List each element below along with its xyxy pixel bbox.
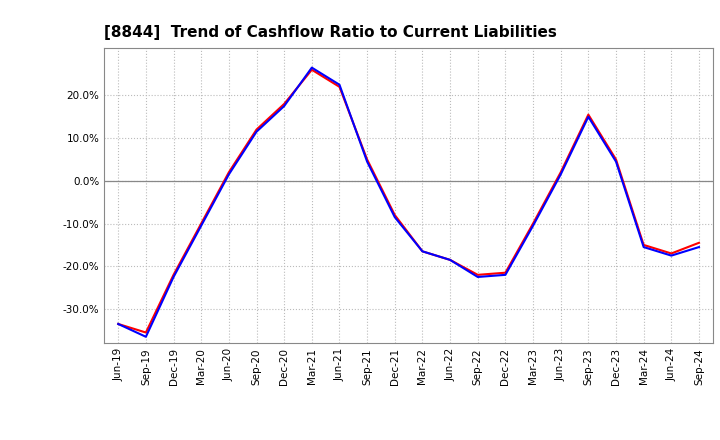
Free CF to Current Liabilities — [557, 172, 565, 177]
Operating CF to Current Liabilities — [695, 240, 703, 246]
Operating CF to Current Liabilities — [363, 157, 372, 162]
Free CF to Current Liabilities — [142, 334, 150, 339]
Operating CF to Current Liabilities — [225, 170, 233, 175]
Operating CF to Current Liabilities — [280, 101, 289, 106]
Free CF to Current Liabilities — [446, 257, 454, 263]
Free CF to Current Liabilities — [280, 103, 289, 109]
Free CF to Current Liabilities — [169, 274, 178, 279]
Free CF to Current Liabilities — [418, 249, 427, 254]
Operating CF to Current Liabilities — [390, 213, 399, 218]
Free CF to Current Liabilities — [612, 159, 621, 164]
Free CF to Current Liabilities — [225, 172, 233, 177]
Operating CF to Current Liabilities — [197, 221, 205, 226]
Free CF to Current Liabilities — [584, 114, 593, 119]
Free CF to Current Liabilities — [114, 321, 122, 326]
Operating CF to Current Liabilities — [557, 170, 565, 175]
Operating CF to Current Liabilities — [418, 249, 427, 254]
Free CF to Current Liabilities — [639, 245, 648, 250]
Free CF to Current Liabilities — [252, 129, 261, 134]
Operating CF to Current Liabilities — [584, 112, 593, 117]
Operating CF to Current Liabilities — [501, 270, 510, 275]
Operating CF to Current Liabilities — [612, 157, 621, 162]
Operating CF to Current Liabilities — [142, 330, 150, 335]
Operating CF to Current Liabilities — [639, 242, 648, 248]
Operating CF to Current Liabilities — [114, 321, 122, 326]
Free CF to Current Liabilities — [390, 215, 399, 220]
Text: [8844]  Trend of Cashflow Ratio to Current Liabilities: [8844] Trend of Cashflow Ratio to Curren… — [104, 25, 557, 40]
Line: Free CF to Current Liabilities: Free CF to Current Liabilities — [118, 68, 699, 337]
Operating CF to Current Liabilities — [667, 251, 675, 256]
Free CF to Current Liabilities — [197, 223, 205, 228]
Free CF to Current Liabilities — [363, 159, 372, 164]
Operating CF to Current Liabilities — [307, 67, 316, 73]
Operating CF to Current Liabilities — [335, 84, 343, 89]
Line: Operating CF to Current Liabilities: Operating CF to Current Liabilities — [118, 70, 699, 333]
Operating CF to Current Liabilities — [252, 127, 261, 132]
Free CF to Current Liabilities — [474, 274, 482, 279]
Free CF to Current Liabilities — [528, 223, 537, 228]
Free CF to Current Liabilities — [667, 253, 675, 258]
Operating CF to Current Liabilities — [528, 221, 537, 226]
Operating CF to Current Liabilities — [474, 272, 482, 278]
Free CF to Current Liabilities — [307, 65, 316, 70]
Free CF to Current Liabilities — [335, 82, 343, 88]
Operating CF to Current Liabilities — [169, 272, 178, 278]
Free CF to Current Liabilities — [695, 245, 703, 250]
Free CF to Current Liabilities — [501, 272, 510, 278]
Operating CF to Current Liabilities — [446, 257, 454, 263]
